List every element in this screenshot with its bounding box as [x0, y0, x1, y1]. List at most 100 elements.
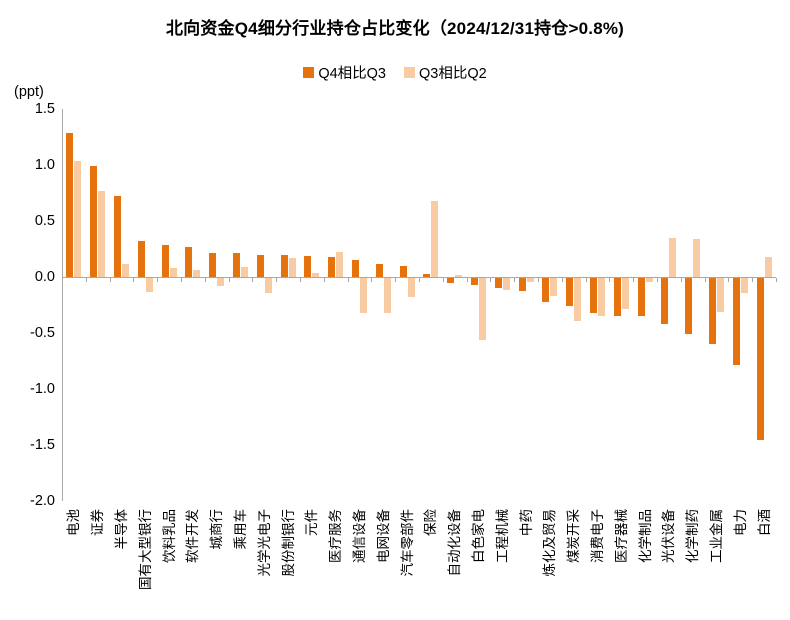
legend-item-q4: Q4相比Q3	[303, 62, 386, 83]
bar-q3-乘用车	[241, 266, 248, 277]
bar-q3-汽车零部件	[407, 278, 415, 298]
x-axis-tick	[585, 278, 587, 283]
x-axis-tick	[514, 278, 516, 283]
x-axis-label-煤炭开采: 煤炭开采	[566, 509, 582, 563]
x-axis-tick	[633, 278, 635, 283]
x-axis-tick	[680, 278, 682, 283]
x-axis-label-工业金属: 工业金属	[709, 509, 724, 563]
bar-q4-通信设备	[352, 260, 359, 277]
x-axis-label-汽车零部件: 汽车零部件	[399, 509, 415, 577]
x-axis-label-电力: 电力	[732, 509, 748, 536]
x-axis-label-医疗器械: 医疗器械	[613, 509, 629, 563]
x-axis-tick	[752, 278, 754, 283]
bar-q3-股份制银行	[288, 257, 296, 277]
x-axis-label-消费电子: 消费电子	[590, 509, 605, 563]
bar-q3-电网设备	[383, 278, 391, 314]
x-axis-tick	[204, 278, 206, 283]
bar-q4-光伏设备	[661, 278, 669, 325]
y-axis-unit-label: (ppt)	[14, 84, 44, 100]
bar-q3-保险	[431, 200, 439, 277]
bar-q3-光伏设备	[669, 237, 677, 277]
x-axis-tick	[419, 278, 420, 283]
x-axis-label-自动化设备: 自动化设备	[447, 509, 463, 577]
bar-q3-炼化及贸易	[550, 278, 558, 297]
y-axis-tick-label: 0.5	[34, 213, 55, 229]
bar-q4-中药	[518, 278, 526, 291]
x-axis-label-保险: 保险	[423, 509, 439, 536]
x-axis-label-光学光电子: 光学光电子	[256, 509, 272, 577]
bar-q4-白色家电	[471, 278, 478, 286]
x-axis-tick	[157, 278, 159, 283]
bar-q4-元件	[304, 255, 312, 277]
bar-q4-光学光电子	[256, 254, 264, 277]
bar-q3-中药	[526, 278, 534, 282]
bar-q4-股份制银行	[280, 254, 288, 277]
x-axis-tick	[490, 278, 492, 283]
bar-q4-半导体	[114, 196, 121, 277]
bar-q3-消费电子	[598, 278, 605, 317]
x-axis-tick	[109, 278, 111, 283]
bar-q4-汽车零部件	[399, 265, 407, 277]
bar-q4-软件开发	[185, 246, 193, 277]
y-axis-tick-label: 1.0	[34, 157, 55, 173]
y-axis-tick-label: -0.5	[30, 325, 55, 341]
x-axis-tick	[252, 278, 254, 283]
bar-q4-工业金属	[709, 278, 716, 345]
x-axis-tick	[728, 278, 730, 283]
bar-q4-电池	[66, 132, 74, 277]
x-axis-tick	[347, 278, 349, 283]
x-axis-tick	[704, 278, 706, 283]
bar-q3-煤炭开采	[574, 278, 582, 321]
bar-q4-城商行	[209, 253, 217, 277]
x-axis-label-化学制品: 化学制品	[637, 509, 653, 563]
x-axis-label-电池: 电池	[66, 509, 82, 536]
x-axis-tick	[300, 278, 301, 283]
x-axis-label-股份制银行: 股份制银行	[280, 509, 296, 577]
bar-q4-医疗器械	[613, 278, 621, 317]
x-axis-label-电网设备: 电网设备	[375, 509, 391, 563]
bar-q3-证券	[98, 190, 106, 277]
x-axis-tick	[276, 278, 278, 283]
x-axis-label-光伏设备: 光伏设备	[661, 509, 677, 563]
x-axis-tick	[228, 278, 230, 283]
bar-q4-饮料乳品	[161, 244, 169, 277]
bar-q4-炼化及贸易	[542, 278, 550, 302]
bar-q4-乘用车	[233, 253, 240, 277]
x-axis-label-饮料乳品: 饮料乳品	[161, 509, 177, 563]
x-axis-label-国有大型银行: 国有大型银行	[137, 509, 153, 590]
x-axis-tick	[62, 278, 63, 283]
bar-q3-电池	[74, 160, 82, 277]
x-axis-tick	[776, 278, 777, 283]
y-axis-tick-label: -1.0	[30, 381, 55, 397]
bar-q3-国有大型银行	[145, 278, 153, 292]
bar-q4-保险	[423, 273, 431, 277]
bar-q4-化学制品	[637, 278, 645, 317]
y-axis-tick-label: 1.5	[34, 101, 55, 117]
x-axis-label-炼化及贸易: 炼化及贸易	[542, 509, 558, 577]
bar-q3-电力	[740, 278, 748, 293]
y-axis-line	[62, 109, 63, 501]
x-axis-label-中药: 中药	[518, 509, 534, 536]
legend: Q4相比Q3 Q3相比Q2	[0, 62, 790, 83]
legend-swatch-q4	[303, 67, 315, 78]
bar-q3-医疗服务	[336, 252, 344, 277]
bar-q4-电网设备	[375, 263, 383, 277]
legend-label-q4: Q4相比Q3	[318, 66, 386, 82]
x-axis-label-白酒: 白酒	[756, 509, 772, 536]
x-axis-label-元件: 元件	[304, 509, 320, 536]
y-axis-tick-label: -1.5	[30, 437, 55, 453]
x-axis-label-证券: 证券	[90, 509, 106, 536]
bar-q4-化学制药	[685, 278, 693, 335]
x-axis-label-工程机械: 工程机械	[494, 509, 510, 563]
bar-q3-工业金属	[717, 278, 724, 312]
bar-q4-消费电子	[590, 278, 597, 314]
x-axis-tick	[133, 278, 135, 283]
bar-q3-工程机械	[502, 278, 510, 290]
x-axis-tick	[395, 278, 397, 283]
x-axis-label-通信设备: 通信设备	[352, 509, 367, 563]
bar-q3-化学制药	[693, 238, 701, 277]
bar-q3-白酒	[764, 256, 772, 277]
x-axis-tick	[561, 278, 563, 283]
x-axis-label-乘用车: 乘用车	[233, 509, 248, 550]
